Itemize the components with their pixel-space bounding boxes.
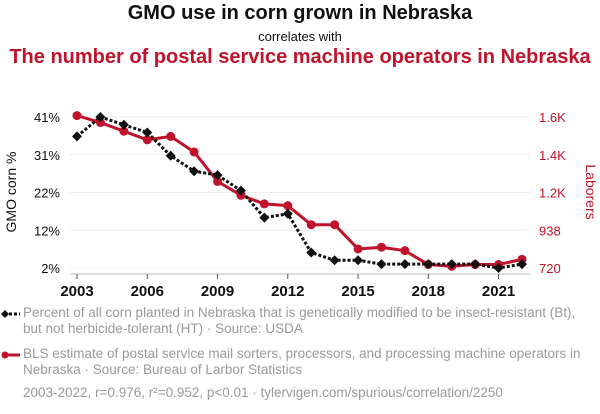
data-point-postal xyxy=(95,118,105,128)
data-point-gmo xyxy=(353,255,364,266)
x-tick-label: 2021 xyxy=(482,283,515,300)
data-point-gmo xyxy=(399,259,410,270)
data-point-postal xyxy=(119,126,129,136)
x-tick-label: 2003 xyxy=(60,283,93,300)
legend-circle-icon xyxy=(1,351,9,359)
y-left-tick-label: 2% xyxy=(41,261,60,276)
data-point-gmo xyxy=(259,212,270,223)
legend-label-gmo: Percent of all corn planted in Nebraska … xyxy=(23,305,576,336)
chart-subtitle: correlates with xyxy=(258,29,342,44)
footer-stats: 2003-2022, r=0.976, r²=0.952, p<0.01 · t… xyxy=(23,385,503,400)
y-right-tick-label: 1.6K xyxy=(539,110,566,125)
chart-title-secondary: The number of postal service machine ope… xyxy=(9,46,591,68)
y-left-tick-label: 41% xyxy=(34,110,60,125)
x-tick-label: 2012 xyxy=(271,283,304,300)
legend-label-postal: BLS estimate of postal service mail sort… xyxy=(23,346,581,377)
data-point-gmo xyxy=(212,170,223,181)
y-left-tick-label: 31% xyxy=(34,148,60,163)
data-point-postal xyxy=(189,147,199,157)
x-tick-label: 2009 xyxy=(201,283,234,300)
data-point-gmo xyxy=(493,263,504,273)
y-axis-left-label: GMO corn % xyxy=(3,152,19,233)
y-axis-right-label: Laborers xyxy=(583,164,599,219)
data-point-postal xyxy=(400,246,410,256)
data-point-gmo xyxy=(470,259,481,270)
data-point-gmo xyxy=(517,259,527,270)
y-right-tick-label: 720 xyxy=(539,261,561,276)
y-left-tick-label: 22% xyxy=(34,186,60,201)
data-point-postal xyxy=(283,201,293,211)
data-point-gmo xyxy=(423,259,434,270)
x-tick-label: 2006 xyxy=(131,283,164,300)
data-point-gmo xyxy=(306,247,317,258)
data-point-postal xyxy=(142,135,152,145)
data-point-postal xyxy=(72,111,82,121)
data-point-postal xyxy=(166,131,176,141)
data-point-gmo xyxy=(142,127,153,138)
x-tick-label: 2018 xyxy=(412,283,445,300)
data-point-gmo xyxy=(95,112,106,122)
data-point-gmo xyxy=(376,259,387,270)
data-point-postal xyxy=(213,176,223,186)
data-point-gmo xyxy=(235,185,246,196)
data-point-gmo xyxy=(446,259,457,270)
x-tick-label: 2015 xyxy=(341,283,374,300)
y-right-tick-label: 938 xyxy=(539,223,561,238)
chart-title: GMO use in corn grown in Nebraska xyxy=(127,2,473,24)
data-point-gmo xyxy=(165,150,176,161)
data-point-postal xyxy=(353,244,363,254)
legend-diamond-icon xyxy=(1,310,9,318)
y-left-tick-label: 12% xyxy=(34,223,60,238)
data-point-postal xyxy=(330,220,340,230)
data-point-postal xyxy=(376,242,386,252)
data-point-gmo xyxy=(189,166,200,177)
data-point-gmo xyxy=(72,131,82,142)
y-right-tick-label: 1.4K xyxy=(539,148,566,163)
data-point-postal xyxy=(306,220,316,230)
y-right-tick-label: 1.2K xyxy=(539,186,566,201)
data-point-gmo xyxy=(282,208,293,219)
data-point-postal xyxy=(259,199,269,209)
data-point-gmo xyxy=(329,255,340,266)
data-point-gmo xyxy=(118,119,129,130)
